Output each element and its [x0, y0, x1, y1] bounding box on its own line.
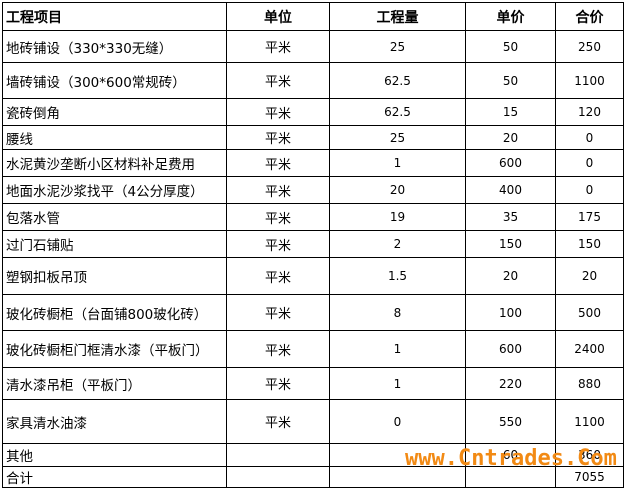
cell-unit-price[interactable]: 550 [465, 399, 556, 444]
cell-item-name[interactable]: 玻化砖橱柜（台面铺800玻化砖） [2, 294, 227, 331]
header-row: 工程项目 单位 工程量 单价 合价 [2, 2, 624, 31]
cell-total-price[interactable]: 0 [555, 176, 624, 204]
cell-total-price[interactable]: 20 [555, 257, 624, 295]
cell-total-price[interactable]: 250 [555, 30, 624, 63]
cell-quantity[interactable]: 0 [329, 399, 466, 444]
table-row: 其他 60 360 [2, 443, 624, 467]
cell-total-price[interactable]: 150 [555, 230, 624, 258]
table-row: 地面水泥沙浆找平（4公分厚度） 平米 20 400 0 [2, 176, 624, 204]
cell-unit[interactable]: 平米 [226, 330, 330, 368]
cell-quantity[interactable]: 25 [329, 30, 466, 63]
table-row: 清水漆吊柜（平板门） 平米 1 220 880 [2, 367, 624, 400]
cell-item-name[interactable]: 玻化砖橱柜门框清水漆（平板门） [2, 330, 227, 368]
cell-unit-price[interactable] [465, 466, 556, 488]
cell-total-price[interactable]: 1100 [555, 399, 624, 444]
cell-unit[interactable]: 平米 [226, 203, 330, 231]
cell-unit[interactable]: 平米 [226, 367, 330, 400]
cell-quantity[interactable]: 1 [329, 367, 466, 400]
table-row: 过门石铺贴 平米 2 150 150 [2, 230, 624, 258]
cell-unit-price[interactable]: 600 [465, 330, 556, 368]
table-row: 包落水管 平米 19 35 175 [2, 203, 624, 231]
cell-unit[interactable]: 平米 [226, 399, 330, 444]
cell-unit-price[interactable]: 60 [465, 443, 556, 467]
cell-total-price[interactable]: 360 [555, 443, 624, 467]
cell-item-name[interactable]: 水泥黄沙垄断小区材料补足费用 [2, 149, 227, 177]
cell-item-name[interactable]: 墙砖铺设（300*600常规砖） [2, 62, 227, 99]
cell-quantity[interactable]: 2 [329, 230, 466, 258]
cell-total-price[interactable]: 0 [555, 125, 624, 150]
header-unit-price: 单价 [465, 2, 556, 31]
cell-quantity[interactable]: 25 [329, 125, 466, 150]
cell-total-price[interactable]: 880 [555, 367, 624, 400]
table-row: 地砖铺设（330*330无缝） 平米 25 50 250 [2, 30, 624, 63]
cell-unit[interactable] [226, 466, 330, 488]
cell-quantity[interactable]: 1 [329, 330, 466, 368]
cell-unit[interactable]: 平米 [226, 98, 330, 126]
cell-quantity[interactable]: 62.5 [329, 62, 466, 99]
cell-unit[interactable] [226, 443, 330, 467]
table-row: 瓷砖倒角 平米 62.5 15 120 [2, 98, 624, 126]
table-row-total: 合计 7055 [2, 466, 624, 488]
cell-unit-price[interactable]: 20 [465, 257, 556, 295]
cell-item-name[interactable]: 包落水管 [2, 203, 227, 231]
cell-unit-price[interactable]: 50 [465, 62, 556, 99]
header-total-price: 合价 [555, 2, 624, 31]
cell-item-name[interactable]: 过门石铺贴 [2, 230, 227, 258]
cell-unit[interactable]: 平米 [226, 257, 330, 295]
cell-unit[interactable]: 平米 [226, 230, 330, 258]
table-row: 玻化砖橱柜门框清水漆（平板门） 平米 1 600 2400 [2, 330, 624, 368]
cell-unit-price[interactable]: 400 [465, 176, 556, 204]
table-row: 玻化砖橱柜（台面铺800玻化砖） 平米 8 100 500 [2, 294, 624, 331]
cell-quantity[interactable]: 1 [329, 149, 466, 177]
cell-unit-price[interactable]: 15 [465, 98, 556, 126]
cell-unit[interactable]: 平米 [226, 30, 330, 63]
header-unit: 单位 [226, 2, 330, 31]
table-row: 腰线 平米 25 20 0 [2, 125, 624, 150]
cell-total-price[interactable]: 175 [555, 203, 624, 231]
cell-item-name[interactable]: 清水漆吊柜（平板门） [2, 367, 227, 400]
cell-total-price[interactable]: 120 [555, 98, 624, 126]
cell-item-name[interactable]: 合计 [2, 466, 227, 488]
cell-quantity[interactable]: 62.5 [329, 98, 466, 126]
cell-unit[interactable]: 平米 [226, 125, 330, 150]
cell-quantity[interactable]: 8 [329, 294, 466, 331]
cell-quantity[interactable] [329, 466, 466, 488]
cell-quantity[interactable]: 19 [329, 203, 466, 231]
cell-unit-price[interactable]: 100 [465, 294, 556, 331]
cell-item-name[interactable]: 其他 [2, 443, 227, 467]
cell-item-name[interactable]: 地砖铺设（330*330无缝） [2, 30, 227, 63]
table-row: 家具清水油漆 平米 0 550 1100 [2, 399, 624, 444]
cell-total-price[interactable]: 2400 [555, 330, 624, 368]
cell-total-price[interactable]: 0 [555, 149, 624, 177]
cell-quantity[interactable]: 20 [329, 176, 466, 204]
header-item-name: 工程项目 [2, 2, 227, 31]
table-row: 水泥黄沙垄断小区材料补足费用 平米 1 600 0 [2, 149, 624, 177]
cell-unit[interactable]: 平米 [226, 149, 330, 177]
cell-item-name[interactable]: 瓷砖倒角 [2, 98, 227, 126]
cell-unit[interactable]: 平米 [226, 294, 330, 331]
header-quantity: 工程量 [329, 2, 466, 31]
cell-item-name[interactable]: 地面水泥沙浆找平（4公分厚度） [2, 176, 227, 204]
cell-unit-price[interactable]: 600 [465, 149, 556, 177]
cell-unit-price[interactable]: 150 [465, 230, 556, 258]
cell-item-name[interactable]: 腰线 [2, 125, 227, 150]
table-row: 墙砖铺设（300*600常规砖） 平米 62.5 50 1100 [2, 62, 624, 99]
cell-total-price[interactable]: 1100 [555, 62, 624, 99]
cell-unit[interactable]: 平米 [226, 62, 330, 99]
cell-item-name[interactable]: 家具清水油漆 [2, 399, 227, 444]
cell-unit-price[interactable]: 35 [465, 203, 556, 231]
cell-unit[interactable]: 平米 [226, 176, 330, 204]
cell-unit-price[interactable]: 220 [465, 367, 556, 400]
quote-table: 工程项目 单位 工程量 单价 合价 地砖铺设（330*330无缝） 平米 25 … [2, 2, 624, 488]
cell-unit-price[interactable]: 20 [465, 125, 556, 150]
cell-total-price[interactable]: 500 [555, 294, 624, 331]
cell-item-name[interactable]: 塑钢扣板吊顶 [2, 257, 227, 295]
cell-quantity[interactable] [329, 443, 466, 467]
cell-unit-price[interactable]: 50 [465, 30, 556, 63]
cell-grand-total[interactable]: 7055 [555, 466, 624, 488]
table-row: 塑钢扣板吊顶 平米 1.5 20 20 [2, 257, 624, 295]
cell-quantity[interactable]: 1.5 [329, 257, 466, 295]
